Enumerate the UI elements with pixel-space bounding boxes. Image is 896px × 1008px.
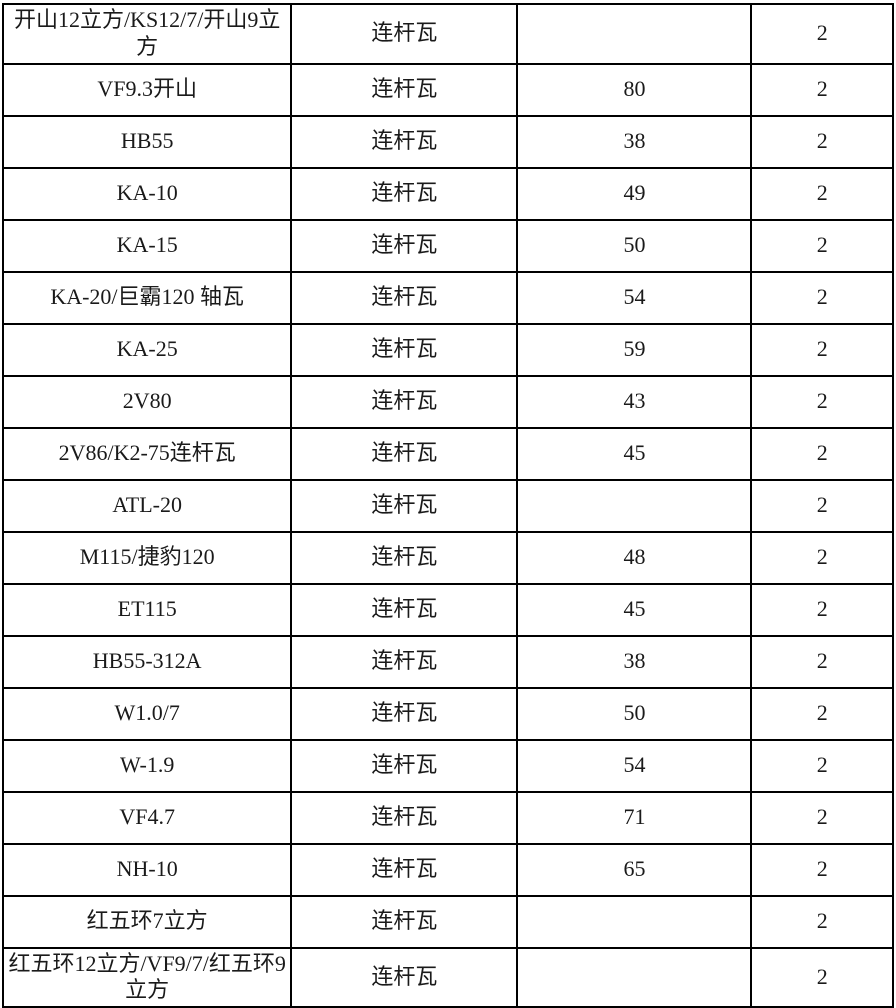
cell-price: 43 xyxy=(516,374,753,429)
table-row: VF4.7 连杆瓦 71 2 xyxy=(1,790,894,845)
cell-model: VF9.3开山 xyxy=(1,62,293,117)
cell-model: ET115 xyxy=(1,582,293,637)
cell-model: 红五环12立方/VF9/7/红五环9立方 xyxy=(1,946,293,1008)
cell-part: 连杆瓦 xyxy=(290,582,519,637)
cell-part: 连杆瓦 xyxy=(290,3,519,65)
cell-model: M115/捷豹120 xyxy=(1,530,293,585)
cell-model: KA-15 xyxy=(1,218,293,273)
cell-model: 2V86/K2-75连杆瓦 xyxy=(1,426,293,481)
cell-model: 红五环7立方 xyxy=(1,894,293,949)
cell-part: 连杆瓦 xyxy=(290,114,519,169)
cell-qty: 2 xyxy=(750,634,894,689)
cell-qty: 2 xyxy=(750,322,894,377)
cell-price: 54 xyxy=(516,270,753,325)
cell-model: KA-20/巨霸120 轴瓦 xyxy=(1,270,293,325)
cell-model: KA-25 xyxy=(1,322,293,377)
cell-model: HB55-312A xyxy=(1,634,293,689)
table-row: M115/捷豹120 连杆瓦 48 2 xyxy=(1,530,894,585)
cell-model: NH-10 xyxy=(1,842,293,897)
cell-price: 54 xyxy=(516,738,753,793)
cell-part: 连杆瓦 xyxy=(290,686,519,741)
cell-price xyxy=(516,894,753,949)
cell-part: 连杆瓦 xyxy=(290,946,519,1008)
cell-qty: 2 xyxy=(750,114,894,169)
table-row: KA-20/巨霸120 轴瓦 连杆瓦 54 2 xyxy=(1,270,894,325)
cell-qty: 2 xyxy=(750,374,894,429)
cell-qty: 2 xyxy=(750,3,894,65)
table-row: KA-10 连杆瓦 49 2 xyxy=(1,166,894,221)
cell-model: 开山12立方/KS12/7/开山9立方 xyxy=(1,3,293,65)
table-row: 2V86/K2-75连杆瓦 连杆瓦 45 2 xyxy=(1,426,894,481)
cell-model: HB55 xyxy=(1,114,293,169)
cell-qty: 2 xyxy=(750,686,894,741)
cell-part: 连杆瓦 xyxy=(290,218,519,273)
cell-part: 连杆瓦 xyxy=(290,322,519,377)
cell-part: 连杆瓦 xyxy=(290,166,519,221)
cell-price: 59 xyxy=(516,322,753,377)
table-row: W1.0/7 连杆瓦 50 2 xyxy=(1,686,894,741)
cell-part: 连杆瓦 xyxy=(290,894,519,949)
cell-part: 连杆瓦 xyxy=(290,426,519,481)
cell-price: 38 xyxy=(516,634,753,689)
table-row: HB55-312A 连杆瓦 38 2 xyxy=(1,634,894,689)
cell-qty: 2 xyxy=(750,218,894,273)
cell-price: 50 xyxy=(516,686,753,741)
cell-model: VF4.7 xyxy=(1,790,293,845)
cell-model: KA-10 xyxy=(1,166,293,221)
table-row: 红五环12立方/VF9/7/红五环9立方 连杆瓦 2 xyxy=(1,946,894,1008)
table-row: ET115 连杆瓦 45 2 xyxy=(1,582,894,637)
cell-price: 49 xyxy=(516,166,753,221)
cell-part: 连杆瓦 xyxy=(290,270,519,325)
cell-model: ATL-20 xyxy=(1,478,293,533)
cell-price xyxy=(516,3,753,65)
cell-part: 连杆瓦 xyxy=(290,530,519,585)
cell-price: 71 xyxy=(516,790,753,845)
table-row: KA-15 连杆瓦 50 2 xyxy=(1,218,894,273)
cell-price: 80 xyxy=(516,62,753,117)
cell-price: 45 xyxy=(516,426,753,481)
table-row: VF9.3开山 连杆瓦 80 2 xyxy=(1,62,894,117)
cell-model: 2V80 xyxy=(1,374,293,429)
table-row: NH-10 连杆瓦 65 2 xyxy=(1,842,894,897)
cell-part: 连杆瓦 xyxy=(290,842,519,897)
cell-qty: 2 xyxy=(750,530,894,585)
parts-table-body: 开山12立方/KS12/7/开山9立方 连杆瓦 2 VF9.3开山 连杆瓦 80 2 HB55… xyxy=(1,3,894,1008)
cell-model: W-1.9 xyxy=(1,738,293,793)
table-row: 2V80 连杆瓦 43 2 xyxy=(1,374,894,429)
table-row: 红五环7立方 连杆瓦 2 xyxy=(1,894,894,949)
table-row: 开山12立方/KS12/7/开山9立方 连杆瓦 2 xyxy=(1,3,894,65)
cell-price: 38 xyxy=(516,114,753,169)
cell-part: 连杆瓦 xyxy=(290,62,519,117)
parts-table: 开山12立方/KS12/7/开山9立方 连杆瓦 2 VF9.3开山 连杆瓦 80 2 HB55… xyxy=(1,3,894,1008)
cell-model: W1.0/7 xyxy=(1,686,293,741)
cell-price: 65 xyxy=(516,842,753,897)
table-row: KA-25 连杆瓦 59 2 xyxy=(1,322,894,377)
cell-part: 连杆瓦 xyxy=(290,790,519,845)
cell-qty: 2 xyxy=(750,842,894,897)
table-row: HB55 连杆瓦 38 2 xyxy=(1,114,894,169)
cell-qty: 2 xyxy=(750,582,894,637)
cell-qty: 2 xyxy=(750,270,894,325)
cell-price: 45 xyxy=(516,582,753,637)
cell-price: 50 xyxy=(516,218,753,273)
cell-qty: 2 xyxy=(750,62,894,117)
cell-qty: 2 xyxy=(750,738,894,793)
table-row: ATL-20 连杆瓦 2 xyxy=(1,478,894,533)
cell-price xyxy=(516,478,753,533)
cell-part: 连杆瓦 xyxy=(290,634,519,689)
table-row: W-1.9 连杆瓦 54 2 xyxy=(1,738,894,793)
cell-part: 连杆瓦 xyxy=(290,738,519,793)
cell-qty: 2 xyxy=(750,426,894,481)
cell-qty: 2 xyxy=(750,946,894,1008)
cell-qty: 2 xyxy=(750,478,894,533)
cell-qty: 2 xyxy=(750,894,894,949)
cell-qty: 2 xyxy=(750,790,894,845)
cell-part: 连杆瓦 xyxy=(290,478,519,533)
cell-qty: 2 xyxy=(750,166,894,221)
cell-price xyxy=(516,946,753,1008)
cell-part: 连杆瓦 xyxy=(290,374,519,429)
cell-price: 48 xyxy=(516,530,753,585)
